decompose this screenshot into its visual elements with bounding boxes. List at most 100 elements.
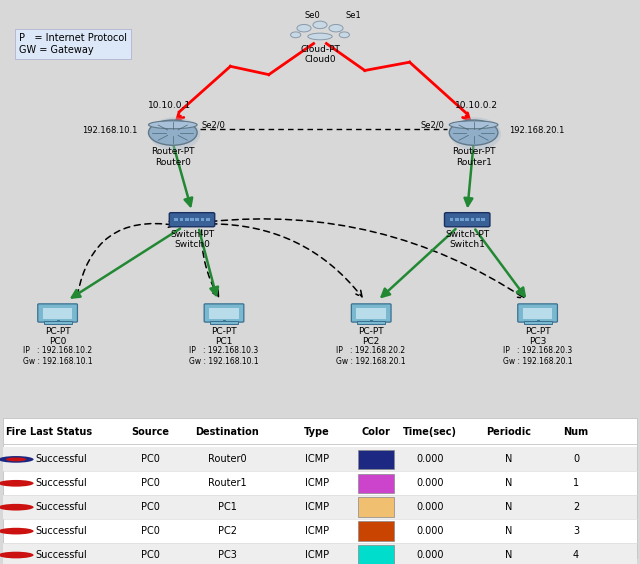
Ellipse shape	[449, 121, 498, 129]
Text: Periodic: Periodic	[486, 428, 531, 438]
Text: ICMP: ICMP	[305, 550, 329, 560]
Ellipse shape	[0, 456, 34, 462]
FancyBboxPatch shape	[455, 218, 459, 221]
FancyBboxPatch shape	[3, 417, 637, 558]
Ellipse shape	[6, 529, 26, 533]
FancyBboxPatch shape	[465, 218, 469, 221]
Text: Num: Num	[563, 428, 589, 438]
Text: Type: Type	[304, 428, 330, 438]
Text: ICMP: ICMP	[305, 478, 329, 488]
Text: 10.10.0.1: 10.10.0.1	[148, 101, 191, 110]
Ellipse shape	[148, 121, 197, 129]
FancyBboxPatch shape	[445, 213, 490, 227]
Text: Successful: Successful	[35, 478, 86, 488]
Ellipse shape	[6, 482, 26, 485]
FancyBboxPatch shape	[204, 304, 244, 322]
FancyBboxPatch shape	[169, 213, 214, 227]
Text: PC-PT
PC3: PC-PT PC3	[525, 327, 550, 346]
Text: Switch-PT
Switch0: Switch-PT Switch0	[170, 230, 214, 249]
FancyBboxPatch shape	[518, 304, 557, 322]
Text: N: N	[505, 502, 513, 512]
Text: Se1: Se1	[346, 11, 362, 20]
FancyBboxPatch shape	[190, 218, 194, 221]
Text: IP   : 192.168.10.2
Gw : 192.168.10.1: IP : 192.168.10.2 Gw : 192.168.10.1	[23, 346, 92, 365]
Text: PC0: PC0	[141, 526, 160, 536]
Text: 0.000: 0.000	[417, 502, 444, 512]
Text: PC-PT
PC1: PC-PT PC1	[211, 327, 237, 346]
FancyBboxPatch shape	[358, 450, 394, 469]
Text: 4: 4	[573, 550, 579, 560]
Text: PC0: PC0	[141, 502, 160, 512]
Ellipse shape	[450, 117, 501, 151]
FancyBboxPatch shape	[200, 218, 204, 221]
Ellipse shape	[0, 528, 34, 535]
Ellipse shape	[313, 21, 327, 29]
Ellipse shape	[0, 504, 34, 510]
Text: 3: 3	[573, 526, 579, 536]
FancyBboxPatch shape	[351, 304, 391, 322]
Text: Successful: Successful	[35, 502, 86, 512]
Text: Router0: Router0	[208, 455, 246, 464]
Text: 2: 2	[573, 502, 579, 512]
FancyBboxPatch shape	[195, 218, 199, 221]
FancyBboxPatch shape	[3, 447, 637, 472]
Text: PC1: PC1	[218, 502, 237, 512]
Text: 0.000: 0.000	[417, 478, 444, 488]
Ellipse shape	[291, 32, 301, 38]
FancyBboxPatch shape	[470, 218, 474, 221]
FancyBboxPatch shape	[185, 218, 189, 221]
Ellipse shape	[297, 24, 311, 32]
FancyBboxPatch shape	[358, 474, 394, 493]
FancyBboxPatch shape	[174, 218, 178, 221]
Ellipse shape	[449, 120, 498, 146]
Text: Se2/0: Se2/0	[202, 121, 225, 130]
FancyBboxPatch shape	[210, 321, 238, 324]
FancyBboxPatch shape	[357, 321, 385, 324]
Ellipse shape	[329, 24, 343, 32]
Text: Fire: Fire	[5, 428, 27, 438]
FancyBboxPatch shape	[358, 545, 394, 564]
Ellipse shape	[0, 480, 34, 487]
Text: ICMP: ICMP	[305, 502, 329, 512]
Text: ICMP: ICMP	[305, 526, 329, 536]
Text: Se0: Se0	[304, 11, 320, 20]
Text: 192.168.20.1: 192.168.20.1	[509, 126, 564, 135]
Text: Time(sec): Time(sec)	[403, 428, 457, 438]
Text: Cloud-PT
Cloud0: Cloud-PT Cloud0	[300, 45, 340, 64]
FancyBboxPatch shape	[3, 543, 637, 564]
FancyBboxPatch shape	[358, 497, 394, 517]
Text: Successful: Successful	[35, 550, 86, 560]
Text: Successful: Successful	[35, 526, 86, 536]
Text: N: N	[505, 455, 513, 464]
Text: 192.168.10.1: 192.168.10.1	[82, 126, 138, 135]
Ellipse shape	[149, 117, 200, 151]
Text: 0.000: 0.000	[417, 526, 444, 536]
Ellipse shape	[339, 32, 349, 38]
FancyBboxPatch shape	[356, 307, 386, 319]
Text: Se2/0: Se2/0	[421, 121, 445, 130]
Text: Color: Color	[362, 428, 391, 438]
FancyBboxPatch shape	[180, 218, 184, 221]
FancyBboxPatch shape	[476, 218, 479, 221]
FancyBboxPatch shape	[3, 495, 637, 519]
Text: P   = Internet Protocol
GW = Gateway: P = Internet Protocol GW = Gateway	[19, 33, 127, 55]
FancyBboxPatch shape	[523, 307, 552, 319]
FancyBboxPatch shape	[38, 304, 77, 322]
Ellipse shape	[6, 457, 26, 461]
Text: IP   : 192.168.20.2
Gw : 192.168.20.1: IP : 192.168.20.2 Gw : 192.168.20.1	[337, 346, 406, 365]
FancyBboxPatch shape	[481, 218, 485, 221]
Text: PC0: PC0	[141, 550, 160, 560]
Text: N: N	[505, 478, 513, 488]
Ellipse shape	[6, 553, 26, 557]
FancyBboxPatch shape	[524, 321, 552, 324]
Text: Router1: Router1	[208, 478, 246, 488]
Text: Destination: Destination	[195, 428, 259, 438]
Text: N: N	[505, 550, 513, 560]
Ellipse shape	[308, 33, 332, 40]
Text: 0: 0	[573, 455, 579, 464]
FancyBboxPatch shape	[460, 218, 464, 221]
FancyBboxPatch shape	[43, 307, 72, 319]
Text: PC2: PC2	[218, 526, 237, 536]
Text: IP   : 192.168.10.3
Gw : 192.168.10.1: IP : 192.168.10.3 Gw : 192.168.10.1	[189, 346, 259, 365]
FancyBboxPatch shape	[358, 521, 394, 541]
